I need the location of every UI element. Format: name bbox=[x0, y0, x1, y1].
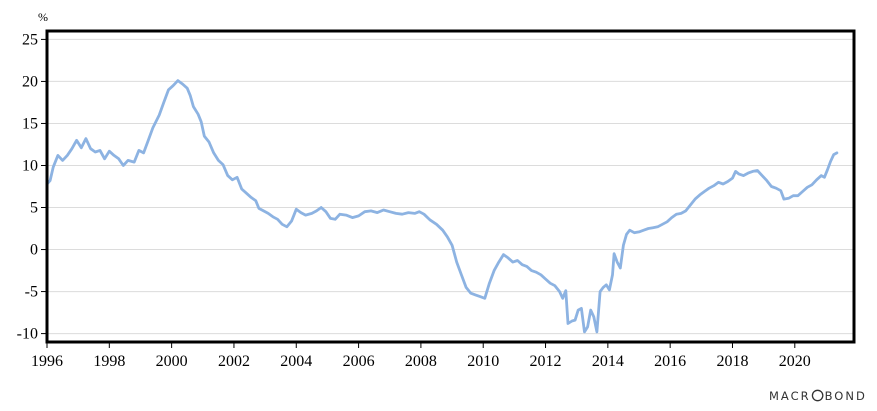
x-tick-label: 1998 bbox=[93, 353, 125, 370]
x-tick-label: 2018 bbox=[716, 353, 748, 370]
y-tick-label: 10 bbox=[22, 157, 38, 174]
watermark-text: MACR BOND bbox=[769, 389, 867, 403]
x-tick-label: 2010 bbox=[467, 353, 499, 370]
x-tick-label: 2004 bbox=[280, 353, 312, 370]
y-tick-label: 25 bbox=[22, 31, 38, 48]
watermark-part: MACR bbox=[769, 389, 811, 403]
x-tick-label: 2016 bbox=[654, 353, 686, 370]
x-tick-label: 2020 bbox=[779, 353, 811, 370]
y-tick-label: -5 bbox=[25, 284, 38, 301]
gridlines bbox=[47, 38, 854, 335]
y-tick-label: 20 bbox=[22, 73, 38, 90]
x-axis: 1996 1998 2000 2002 2004 2006 2008 2010 2012 2014… bbox=[31, 342, 811, 370]
x-tick-label: 2008 bbox=[405, 353, 437, 370]
y-tick-label: -10 bbox=[17, 326, 38, 343]
x-tick-label: 2014 bbox=[592, 353, 624, 370]
x-tick-label: 1996 bbox=[31, 353, 63, 370]
watermark-part: BOND bbox=[825, 389, 867, 403]
y-tick-label: 0 bbox=[30, 242, 38, 259]
series-line bbox=[45, 79, 839, 334]
x-tick-label: 2006 bbox=[343, 353, 375, 370]
y-axis: -10 -5 0 5 10 15 20 25 bbox=[17, 31, 47, 343]
y-tick-label: 5 bbox=[30, 200, 38, 217]
y-tick-label: 15 bbox=[22, 115, 38, 132]
x-tick-label: 2012 bbox=[530, 353, 562, 370]
series-layer bbox=[45, 79, 839, 334]
y-axis-unit-label: % bbox=[38, 10, 48, 24]
macrobond-logo: MACR BOND bbox=[769, 389, 867, 403]
x-tick-label: 2002 bbox=[218, 353, 250, 370]
x-tick-label: 2000 bbox=[156, 353, 188, 370]
logo-circle-icon bbox=[811, 389, 824, 402]
plot-area-frame bbox=[45, 29, 856, 344]
